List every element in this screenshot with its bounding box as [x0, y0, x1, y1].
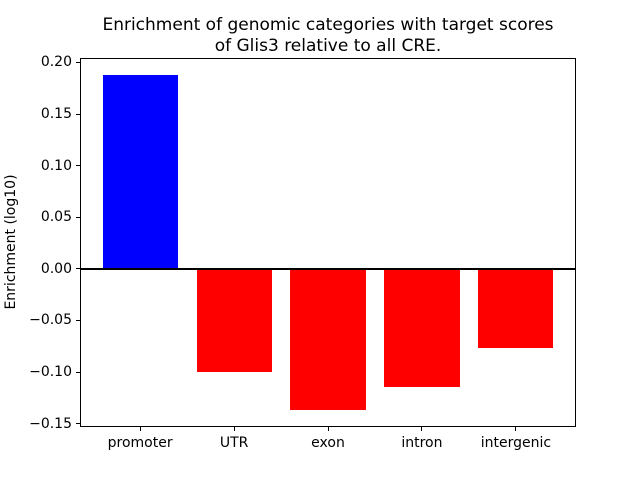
zero-line [80, 267, 576, 270]
x-tick-label-exon: exon [311, 435, 345, 451]
y-tick-label: 0.00 [40, 260, 72, 277]
bar-promoter [102, 74, 178, 269]
x-tick-label-promoter: promoter [107, 435, 173, 451]
y-tick-label: 0.20 [40, 54, 72, 71]
x-tick-mark [233, 427, 235, 431]
x-tick-mark [421, 427, 423, 431]
y-tick-label: −0.10 [29, 364, 72, 380]
y-tick-label: 0.10 [40, 157, 72, 174]
chart-title: Enrichment of genomic categories with ta… [80, 15, 576, 57]
bar-UTR [196, 268, 272, 372]
y-tick-mark [76, 216, 80, 218]
y-tick-label: −0.15 [29, 415, 72, 432]
y-tick-mark [76, 268, 80, 270]
y-tick-mark [76, 165, 80, 167]
y-tick-mark [76, 371, 80, 373]
y-tick-label: 0.15 [40, 106, 72, 122]
y-tick-label: 0.05 [40, 209, 72, 226]
x-tick-mark [327, 427, 329, 431]
y-tick-mark [76, 319, 80, 321]
y-tick-mark [76, 113, 80, 115]
bar-intergenic [478, 268, 554, 349]
x-tick-label-UTR: UTR [219, 435, 249, 451]
y-axis-label: Enrichment (log10) [3, 174, 19, 310]
x-tick-label-intergenic: intergenic [480, 435, 552, 451]
plot-area: 0.20 0.15 0.10 0.05 0.00 −0.05 −0.10 −0.15 promo… [29, 54, 576, 451]
x-tick-label-intron: intron [401, 435, 443, 451]
y-tick-mark [76, 61, 80, 63]
x-tick-mark [139, 427, 141, 431]
chart-title-line-2: of Glis3 relative to all CRE. [214, 36, 442, 56]
bar-intron [384, 268, 460, 388]
bar-exon [290, 268, 366, 411]
y-tick-label: −0.05 [29, 312, 72, 329]
x-tick-mark [515, 427, 517, 431]
y-tick-mark [76, 423, 80, 425]
chart-title-line-1: Enrichment of genomic categories with ta… [102, 15, 554, 35]
